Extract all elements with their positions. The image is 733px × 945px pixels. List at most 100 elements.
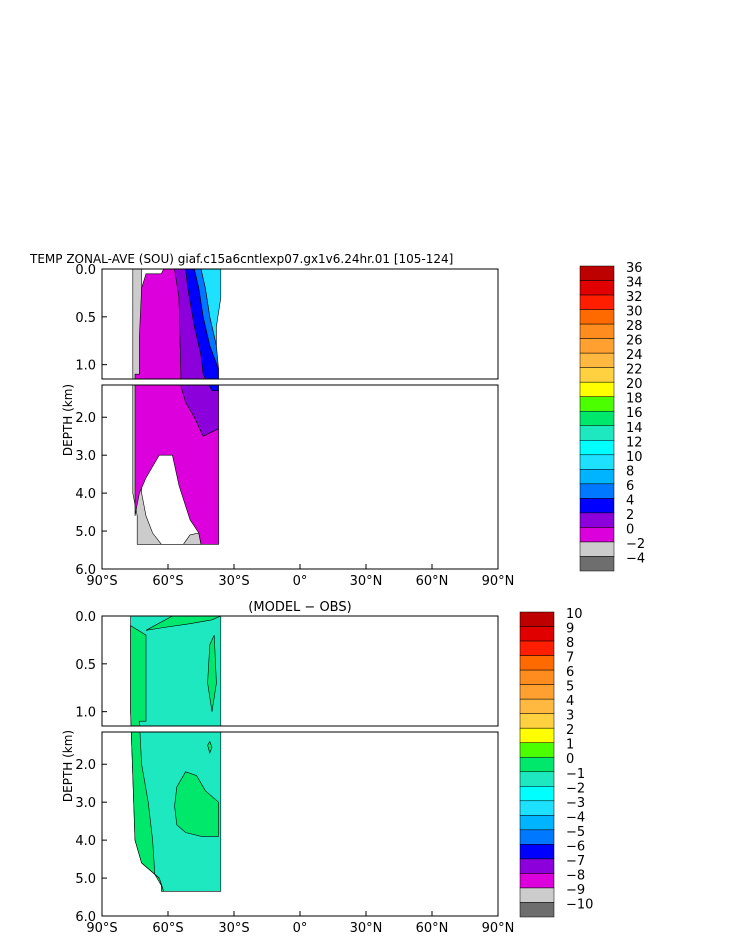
colorbar-swatch	[519, 800, 555, 816]
data-regions	[132, 269, 222, 545]
colorbar-label: 16	[626, 406, 643, 421]
colorbar-label: −1	[566, 767, 585, 782]
region-2	[145, 616, 221, 631]
colorbar-label: 2	[626, 508, 634, 523]
y-tick-label: 2.0	[75, 411, 96, 426]
colorbar-swatch	[579, 556, 615, 572]
y-tick-label: 1.0	[75, 359, 96, 374]
colorbar-swatch	[579, 280, 615, 296]
colorbar-label: 7	[566, 651, 574, 666]
colorbar-swatch	[579, 425, 615, 441]
colorbar-label: −2	[566, 781, 585, 796]
colorbar-label: 12	[626, 435, 643, 450]
colorbar-label: 36	[626, 261, 643, 276]
colorbar-label: 3	[566, 709, 574, 724]
colorbar-label: 5	[566, 680, 574, 695]
colorbar-label: 4	[566, 694, 574, 709]
colorbar	[579, 265, 615, 572]
colorbar-swatch	[579, 527, 615, 543]
colorbar-label: 4	[626, 493, 634, 508]
colorbar-label: 9	[566, 622, 574, 637]
y-tick-label: 0.0	[75, 610, 96, 625]
colorbar-swatch	[519, 756, 555, 773]
y-tick-label: 1.0	[75, 706, 96, 721]
colorbar-label: 1	[566, 738, 574, 753]
panel-2	[101, 611, 555, 918]
y-axis-label: DEPTH (km)	[61, 384, 75, 456]
colorbar-swatch	[519, 873, 555, 889]
colorbar-swatch	[579, 541, 615, 557]
colorbar-swatch	[519, 655, 555, 671]
panel-1	[101, 265, 615, 572]
colorbar-label: −4	[566, 810, 585, 825]
colorbar-label: 10	[626, 450, 643, 465]
colorbar-swatch	[519, 829, 555, 845]
y-tick-label: 3.0	[75, 796, 96, 811]
colorbar-label: 20	[626, 377, 643, 392]
y-tick-label: 5.0	[75, 525, 96, 540]
colorbar-label: 26	[626, 334, 643, 349]
colorbar-label: 2	[566, 723, 574, 738]
colorbar-label: −5	[566, 825, 585, 840]
x-tick-label: 90°N	[482, 921, 515, 936]
x-tick-label: 90°S	[86, 921, 117, 936]
colorbar-swatch	[579, 309, 615, 325]
colorbar-swatch	[519, 742, 555, 758]
colorbar-swatch	[579, 367, 615, 383]
colorbar-label: 0	[626, 522, 634, 537]
colorbar-swatch	[519, 786, 555, 802]
x-tick-label: 60°N	[416, 574, 449, 589]
x-tick-label: 90°S	[86, 574, 117, 589]
colorbar-label: −4	[626, 551, 645, 566]
colorbar-label: 30	[626, 305, 643, 320]
colorbar-swatch	[519, 713, 555, 729]
colorbar-swatch	[519, 902, 555, 918]
y-tick-label: 6.0	[75, 563, 96, 578]
colorbar-label: 8	[566, 636, 574, 651]
colorbar-label: 8	[626, 464, 634, 479]
y-tick-label: 4.0	[75, 487, 96, 502]
colorbar-swatch	[579, 469, 615, 485]
colorbar-label: 0	[566, 752, 574, 767]
y-tick-label: 5.0	[75, 872, 96, 887]
y-tick-label: 3.0	[75, 449, 96, 464]
y-tick-label: 0.0	[75, 263, 96, 278]
upper-plot-frame	[101, 615, 499, 727]
colorbar-label: −3	[566, 796, 585, 811]
y-tick-label: 6.0	[75, 910, 96, 925]
colorbar-label: 14	[626, 421, 643, 436]
colorbar-swatch	[519, 858, 555, 874]
colorbar-swatch	[519, 626, 555, 642]
colorbar-label: −7	[566, 854, 585, 869]
colorbar-swatch	[579, 352, 615, 368]
panel-title: TEMP ZONAL-AVE (SOU) giaf.c15a6cntlexp07…	[29, 252, 453, 266]
y-tick-label: 4.0	[75, 834, 96, 849]
colorbar-swatch	[519, 887, 555, 903]
colorbar-swatch	[579, 454, 615, 470]
y-axis-label: DEPTH (km)	[61, 730, 75, 802]
region-4	[207, 634, 217, 712]
region-5	[200, 269, 222, 346]
y-tick-label: 2.0	[75, 758, 96, 773]
colorbar-swatch	[579, 265, 615, 281]
x-tick-label: 0°	[293, 574, 308, 589]
colorbar-swatch	[519, 815, 555, 831]
data-regions	[130, 616, 222, 892]
colorbar-swatch	[579, 323, 615, 339]
colorbar-swatch	[519, 611, 555, 627]
colorbar-label: 32	[626, 290, 643, 305]
y-tick-label: 0.5	[75, 658, 96, 673]
y-tick-label: 0.5	[75, 311, 96, 326]
colorbar-label: −10	[566, 897, 593, 912]
colorbar-swatch	[579, 338, 615, 354]
colorbar-label: 28	[626, 319, 643, 334]
colorbar-swatch	[579, 440, 615, 456]
colorbar-label: −8	[566, 868, 585, 883]
region-0	[132, 269, 202, 545]
colorbar-swatch	[579, 512, 615, 528]
colorbar-label: 24	[626, 348, 643, 363]
colorbar-label: 34	[626, 276, 643, 291]
colorbar-swatch	[519, 640, 555, 656]
colorbar-swatch	[579, 498, 615, 514]
x-tick-label: 30°N	[350, 921, 383, 936]
